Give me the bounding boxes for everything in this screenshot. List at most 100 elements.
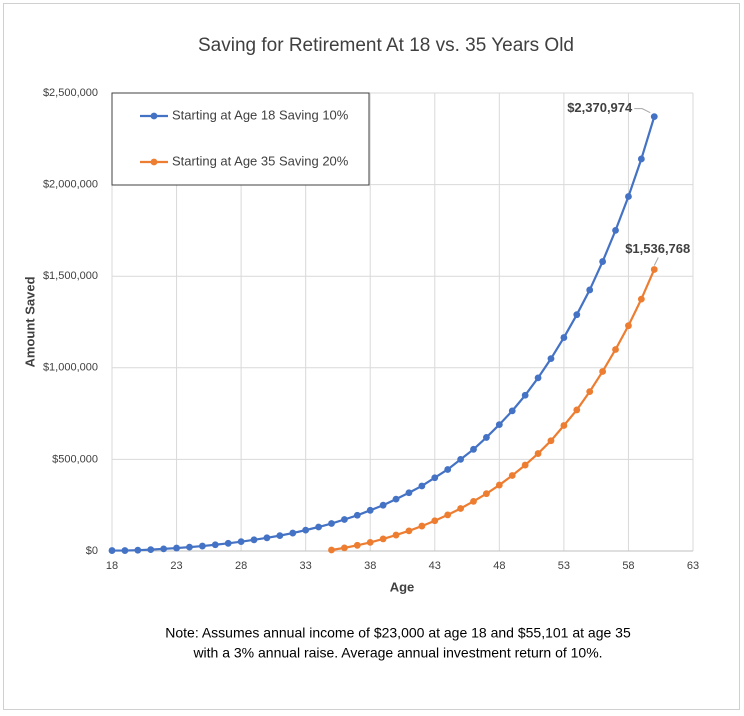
data-point bbox=[379, 535, 387, 543]
data-point bbox=[405, 489, 413, 497]
y-axis-label: Amount Saved bbox=[22, 276, 37, 367]
data-point bbox=[405, 527, 413, 535]
data-point bbox=[392, 495, 400, 503]
data-point bbox=[211, 541, 219, 549]
data-point bbox=[495, 481, 503, 489]
y-tick-label: $0 bbox=[86, 545, 98, 557]
data-point bbox=[315, 523, 322, 531]
data-point bbox=[353, 511, 361, 519]
data-point bbox=[483, 490, 490, 498]
label-leader bbox=[653, 257, 659, 266]
data-point bbox=[444, 511, 452, 519]
x-tick-label: 43 bbox=[429, 560, 441, 572]
data-point bbox=[560, 422, 568, 429]
x-tick-label: 23 bbox=[170, 560, 182, 572]
x-tick-label: 48 bbox=[493, 560, 505, 572]
data-point bbox=[521, 461, 529, 469]
data-point bbox=[418, 482, 426, 490]
data-point bbox=[366, 506, 374, 514]
data-point bbox=[547, 355, 555, 363]
data-point bbox=[547, 437, 555, 445]
data-point bbox=[650, 266, 658, 273]
chart-title: Saving for Retirement At 18 vs. 35 Years… bbox=[198, 35, 574, 56]
data-point bbox=[534, 450, 542, 457]
data-point bbox=[341, 544, 348, 552]
data-point bbox=[508, 407, 516, 415]
data-point bbox=[573, 406, 581, 414]
data-point bbox=[586, 286, 594, 294]
legend-swatch bbox=[150, 112, 158, 120]
x-tick-label: 38 bbox=[364, 560, 376, 572]
data-point bbox=[121, 547, 129, 554]
data-point bbox=[302, 526, 310, 534]
data-point bbox=[560, 334, 568, 341]
data-point bbox=[328, 520, 335, 527]
data-point bbox=[289, 529, 297, 537]
data-point bbox=[457, 456, 464, 463]
data-point bbox=[625, 322, 632, 330]
y-tick-label: $500,000 bbox=[52, 453, 98, 465]
data-label: $1,536,768 bbox=[625, 241, 690, 256]
note: with a 3% annual raise. Average annual i… bbox=[192, 645, 602, 661]
y-tick-label: $2,500,000 bbox=[43, 87, 98, 99]
data-point bbox=[637, 295, 645, 303]
x-tick-label: 58 bbox=[622, 560, 634, 572]
y-tick-label: $1,000,000 bbox=[43, 362, 98, 374]
data-point bbox=[431, 474, 439, 482]
legend-box bbox=[111, 92, 370, 186]
data-point bbox=[108, 547, 116, 554]
data-point bbox=[508, 472, 516, 479]
data-point bbox=[173, 544, 180, 552]
x-axis-label: Age bbox=[390, 579, 415, 594]
data-point bbox=[625, 193, 632, 200]
data-point bbox=[457, 505, 464, 512]
data-point bbox=[134, 546, 142, 554]
data-point bbox=[637, 155, 645, 163]
data-point bbox=[186, 543, 193, 551]
data-point bbox=[328, 546, 335, 554]
data-point bbox=[418, 522, 426, 530]
note: Note: Assumes annual income of $23,000 a… bbox=[165, 625, 631, 641]
data-point bbox=[366, 538, 374, 546]
data-point bbox=[341, 516, 348, 523]
data-point bbox=[534, 374, 542, 382]
data-label: $2,370,974 bbox=[567, 100, 633, 115]
data-point bbox=[444, 466, 452, 473]
x-tick-label: 53 bbox=[558, 560, 570, 572]
y-tick-label: $1,500,000 bbox=[43, 270, 98, 282]
data-point bbox=[198, 542, 206, 550]
data-point bbox=[470, 445, 477, 453]
data-point bbox=[224, 539, 232, 547]
label-leader bbox=[634, 108, 651, 114]
data-point bbox=[470, 497, 477, 505]
x-tick-label: 63 bbox=[687, 560, 699, 572]
legend-swatch bbox=[150, 158, 158, 166]
data-point bbox=[147, 546, 155, 554]
data-point bbox=[612, 227, 619, 234]
data-point bbox=[250, 536, 258, 544]
data-point bbox=[237, 538, 245, 546]
data-point bbox=[483, 434, 490, 441]
data-point bbox=[379, 501, 387, 509]
data-point bbox=[650, 113, 658, 121]
x-tick-label: 33 bbox=[300, 560, 312, 572]
data-point bbox=[431, 517, 439, 525]
data-point bbox=[495, 421, 503, 428]
data-point bbox=[392, 531, 400, 539]
data-point bbox=[160, 545, 168, 553]
data-point bbox=[263, 534, 271, 542]
x-tick-label: 28 bbox=[235, 560, 247, 572]
data-point bbox=[276, 532, 284, 540]
data-point bbox=[353, 541, 361, 549]
legend-label: Starting at Age 35 Saving 20% bbox=[172, 153, 349, 168]
data-point bbox=[599, 368, 607, 375]
data-point bbox=[573, 311, 581, 319]
data-point bbox=[586, 388, 594, 396]
data-point bbox=[599, 258, 607, 265]
y-tick-label: $2,000,000 bbox=[43, 179, 98, 191]
data-point bbox=[612, 346, 619, 353]
legend-label: Starting at Age 18 Saving 10% bbox=[172, 107, 349, 122]
x-tick-label: 18 bbox=[106, 560, 118, 572]
